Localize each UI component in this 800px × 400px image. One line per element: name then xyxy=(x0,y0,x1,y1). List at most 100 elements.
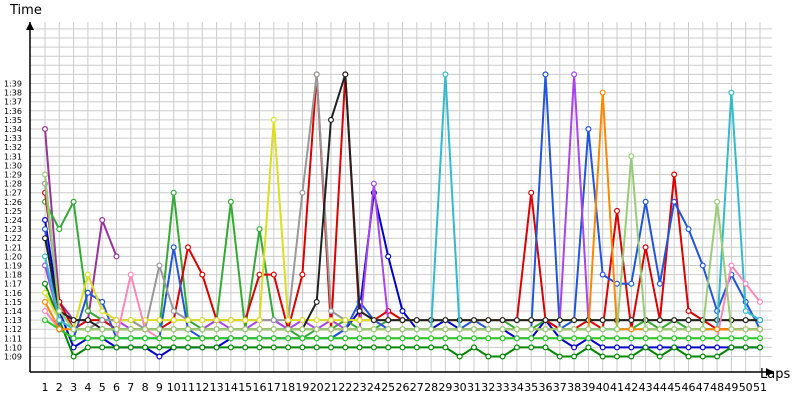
x-tick-label: 41 xyxy=(610,381,624,394)
data-point xyxy=(456,353,463,360)
data-point xyxy=(41,280,48,287)
y-tick-label: 1:38 xyxy=(4,89,22,98)
data-point xyxy=(685,308,692,315)
data-point xyxy=(728,335,735,342)
x-tick-label: 36 xyxy=(539,381,553,394)
data-point xyxy=(571,326,578,333)
data-point xyxy=(599,335,606,342)
series-15 xyxy=(41,153,763,333)
data-point xyxy=(84,317,91,324)
data-point xyxy=(599,326,606,333)
axes xyxy=(26,22,774,376)
data-point xyxy=(513,326,520,333)
data-point xyxy=(571,344,578,351)
data-point xyxy=(642,344,649,351)
data-point xyxy=(199,317,206,324)
x-tick-label: 49 xyxy=(724,381,738,394)
data-point xyxy=(299,189,306,196)
data-point xyxy=(256,317,263,324)
data-point xyxy=(127,271,134,278)
data-point xyxy=(599,344,606,351)
x-tick-label: 1 xyxy=(42,381,49,394)
data-point xyxy=(571,353,578,360)
x-tick-label: 16 xyxy=(253,381,267,394)
data-point xyxy=(628,344,635,351)
data-point xyxy=(485,335,492,342)
data-point xyxy=(385,326,392,333)
data-point xyxy=(256,271,263,278)
data-point xyxy=(742,317,749,324)
x-tick-label: 34 xyxy=(510,381,524,394)
x-tick-label: 8 xyxy=(142,381,149,394)
data-point xyxy=(756,344,763,351)
y-tick-label: 1:26 xyxy=(4,198,22,207)
data-point xyxy=(542,335,549,342)
data-point xyxy=(328,116,335,123)
data-point xyxy=(342,317,349,324)
data-point xyxy=(113,317,120,324)
data-point xyxy=(428,335,435,342)
data-point xyxy=(370,180,377,187)
data-point xyxy=(142,326,149,333)
y-tick-label: 1:27 xyxy=(4,189,22,198)
data-point xyxy=(571,317,578,324)
data-point xyxy=(356,308,363,315)
data-point xyxy=(642,198,649,205)
data-point xyxy=(671,171,678,178)
data-point xyxy=(513,317,520,324)
x-tick-label: 4 xyxy=(84,381,91,394)
data-point xyxy=(413,335,420,342)
data-point xyxy=(714,353,721,360)
data-point xyxy=(156,344,163,351)
data-point xyxy=(84,326,91,333)
y-tick-label: 1:16 xyxy=(4,289,22,298)
x-tick-label: 2 xyxy=(56,381,63,394)
data-point xyxy=(542,71,549,78)
data-point xyxy=(328,317,335,324)
data-point xyxy=(442,344,449,351)
data-point xyxy=(613,207,620,214)
data-point xyxy=(699,335,706,342)
data-point xyxy=(99,335,106,342)
data-point xyxy=(170,317,177,324)
data-point xyxy=(41,308,48,315)
data-point xyxy=(56,326,63,333)
x-tick-label: 23 xyxy=(353,381,367,394)
data-point xyxy=(685,326,692,333)
data-point xyxy=(628,353,635,360)
y-tick-label: 1:30 xyxy=(4,161,22,170)
data-point xyxy=(656,317,663,324)
x-tick-label: 14 xyxy=(224,381,238,394)
data-point xyxy=(113,335,120,342)
x-axis-title: Laps xyxy=(760,367,790,382)
data-point xyxy=(399,317,406,324)
y-tick-label: 1:23 xyxy=(4,225,22,234)
data-point xyxy=(270,116,277,123)
x-tick-label: 47 xyxy=(696,381,710,394)
data-point xyxy=(628,280,635,287)
data-point xyxy=(628,326,635,333)
data-point xyxy=(599,317,606,324)
data-point xyxy=(328,344,335,351)
data-point xyxy=(99,344,106,351)
x-tick-label: 31 xyxy=(467,381,481,394)
data-point xyxy=(70,198,77,205)
data-point xyxy=(485,353,492,360)
x-tick-label: 39 xyxy=(581,381,595,394)
data-point xyxy=(613,353,620,360)
data-point xyxy=(628,317,635,324)
data-point xyxy=(385,335,392,342)
x-tick-label: 5 xyxy=(99,381,106,394)
data-point xyxy=(528,317,535,324)
data-point xyxy=(56,308,63,315)
data-point xyxy=(156,335,163,342)
data-point xyxy=(84,335,91,342)
data-point xyxy=(328,308,335,315)
data-point xyxy=(685,317,692,324)
data-point xyxy=(699,326,706,333)
data-point xyxy=(471,317,478,324)
data-point xyxy=(142,344,149,351)
data-point xyxy=(213,344,220,351)
x-tick-label: 44 xyxy=(653,381,667,394)
